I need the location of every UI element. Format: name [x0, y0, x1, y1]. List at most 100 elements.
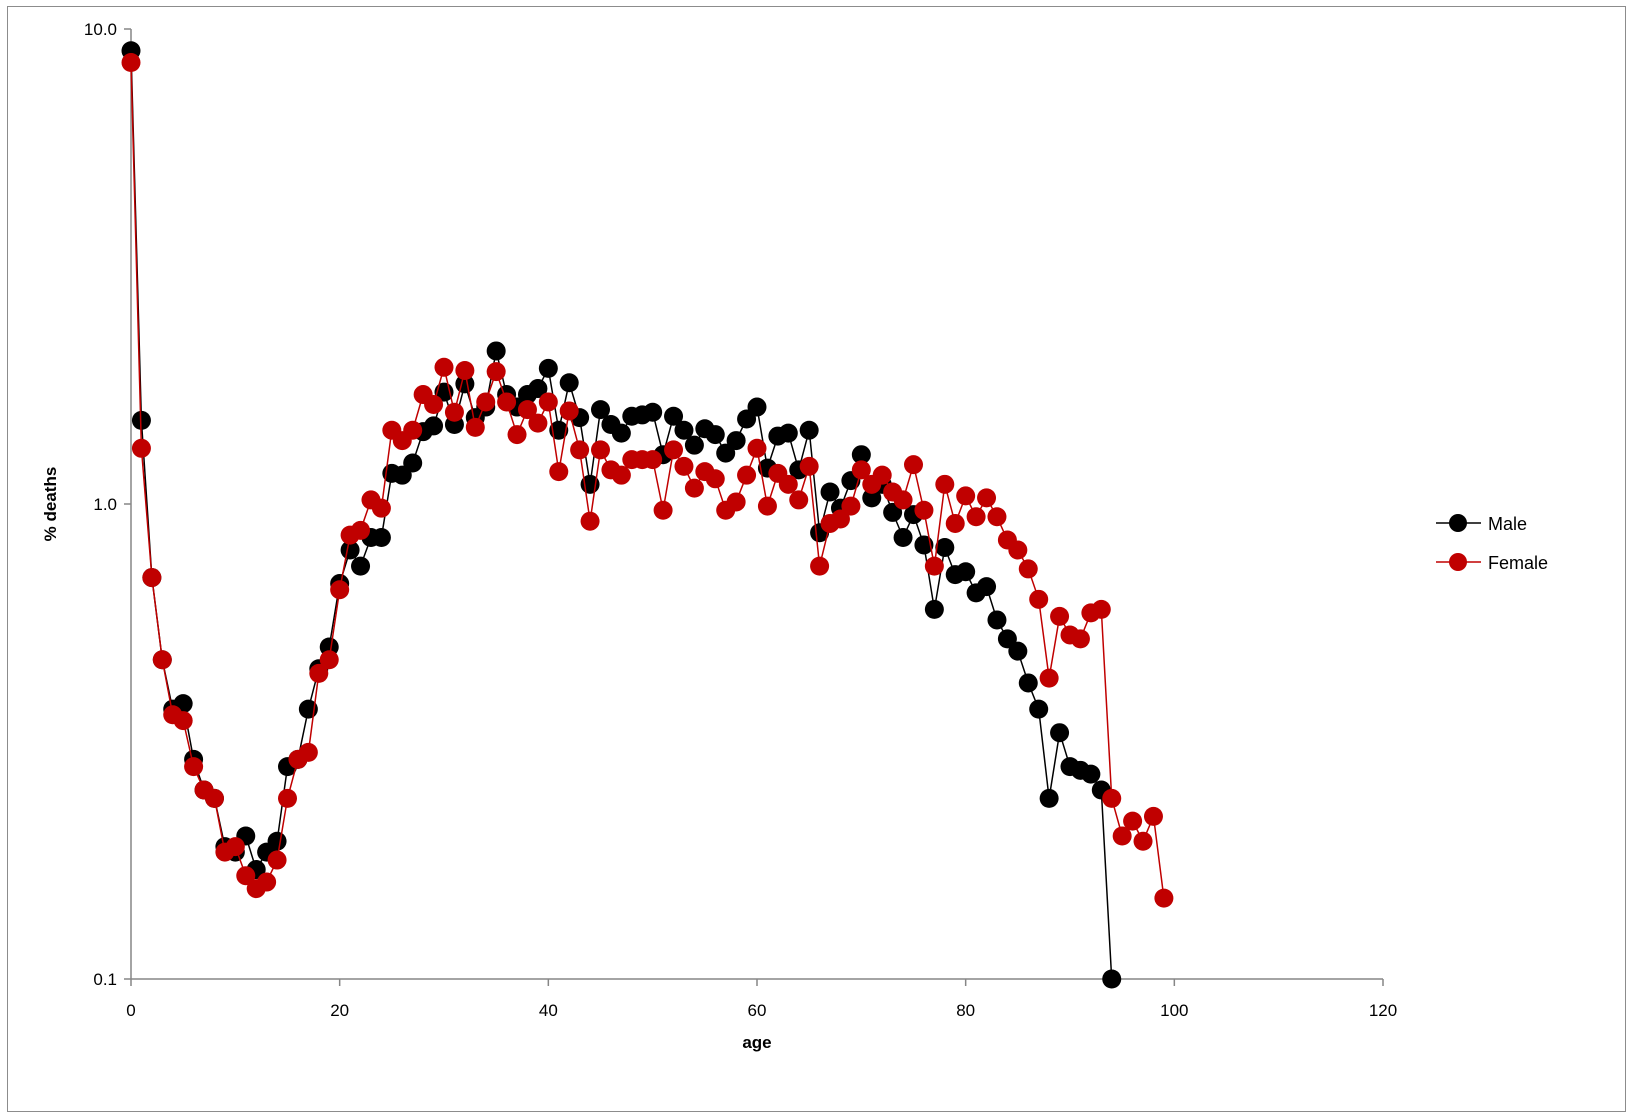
data-point-male — [893, 528, 913, 548]
legend-item-male: Male — [1436, 514, 1527, 534]
data-point-male — [486, 341, 506, 361]
x-tick-label: 20 — [330, 1001, 349, 1020]
data-point-female — [977, 488, 997, 508]
x-tick-label: 60 — [748, 1001, 767, 1020]
data-point-female — [580, 511, 600, 531]
data-point-female — [737, 465, 757, 485]
data-point-female — [403, 420, 423, 440]
data-point-female — [778, 474, 798, 494]
data-point-female — [444, 402, 464, 422]
data-point-female — [684, 478, 704, 498]
legend-label-male: Male — [1488, 514, 1527, 534]
data-point-female — [966, 507, 986, 527]
data-point-female — [872, 465, 892, 485]
data-point-female — [935, 474, 955, 494]
data-point-male — [611, 423, 631, 443]
data-point-male — [977, 577, 997, 597]
legend-item-female: Female — [1436, 553, 1548, 573]
data-point-female — [945, 513, 965, 533]
data-point-female — [924, 556, 944, 576]
data-point-female — [351, 520, 371, 540]
series-female — [121, 53, 1174, 908]
y-tick-label: 10.0 — [84, 20, 117, 39]
data-point-male — [591, 400, 610, 420]
y-axis-ticks: 10.0 1.0 0.1 — [84, 20, 131, 989]
data-point-female — [1050, 606, 1070, 626]
data-point-male — [559, 373, 579, 393]
data-point-female — [476, 392, 496, 412]
data-point-female — [841, 496, 861, 516]
data-point-male — [371, 528, 391, 548]
x-tick-label: 0 — [126, 1001, 135, 1020]
data-point-male — [643, 402, 663, 422]
data-point-female — [987, 507, 1007, 527]
data-point-female — [559, 401, 579, 421]
legend-marker-female — [1449, 553, 1467, 571]
x-tick-label: 120 — [1369, 1001, 1397, 1020]
x-tick-label: 40 — [539, 1001, 558, 1020]
data-point-male — [820, 482, 840, 502]
data-point-male — [131, 410, 151, 430]
data-point-male — [705, 425, 725, 445]
data-point-male — [747, 397, 767, 417]
data-point-female — [152, 650, 172, 670]
data-point-female — [653, 500, 673, 520]
data-point-male — [1081, 764, 1101, 784]
data-point-male — [340, 540, 360, 560]
data-point-female — [204, 788, 224, 808]
data-point-female — [664, 440, 684, 460]
data-point-female — [799, 456, 819, 476]
data-point-female — [309, 663, 329, 683]
data-point-male — [538, 358, 558, 378]
data-point-male — [424, 416, 444, 436]
data-point-male — [799, 420, 819, 440]
data-point-female — [1039, 668, 1059, 688]
data-point-female — [1133, 831, 1153, 851]
data-point-male — [914, 535, 934, 555]
data-point-female — [591, 440, 610, 460]
y-axis-title: % deaths — [41, 467, 60, 542]
y-tick-label: 0.1 — [93, 970, 117, 989]
data-point-female — [131, 438, 151, 458]
data-point-female — [424, 394, 444, 414]
data-point-female — [830, 509, 850, 529]
data-point-female — [705, 469, 725, 489]
data-point-female — [1102, 788, 1122, 808]
data-point-male — [924, 599, 944, 619]
data-point-female — [570, 440, 590, 460]
data-point-male — [987, 610, 1007, 630]
data-point-female — [1091, 599, 1111, 619]
data-point-male — [1102, 969, 1122, 989]
data-point-female — [893, 490, 913, 510]
data-point-female — [611, 465, 631, 485]
data-point-female — [517, 400, 537, 420]
legend-label-female: Female — [1488, 553, 1548, 573]
data-point-female — [267, 850, 287, 870]
legend: Male Female — [1436, 514, 1548, 573]
data-point-female — [1029, 589, 1049, 609]
data-point-male — [883, 502, 903, 522]
data-point-female — [486, 362, 506, 382]
x-tick-label: 100 — [1160, 1001, 1188, 1020]
data-point-female — [1008, 540, 1028, 560]
data-point-female — [278, 788, 297, 808]
data-point-female — [319, 650, 339, 670]
data-point-female — [184, 757, 204, 777]
data-point-male — [862, 488, 882, 508]
data-point-male — [1018, 673, 1038, 693]
data-point-male — [528, 379, 548, 399]
data-point-female — [225, 837, 245, 857]
axes — [130, 29, 1383, 980]
y-tick-label: 1.0 — [93, 495, 117, 514]
data-point-female — [538, 392, 558, 412]
data-point-male — [351, 556, 371, 576]
series-layer — [121, 41, 1174, 989]
data-point-female — [1070, 629, 1090, 649]
data-point-female — [330, 580, 350, 600]
data-point-male — [851, 445, 871, 465]
x-tick-label: 80 — [956, 1001, 975, 1020]
data-point-female — [1143, 806, 1163, 826]
legend-marker-male — [1449, 514, 1467, 532]
data-point-female — [674, 456, 694, 476]
data-point-female — [549, 462, 569, 482]
